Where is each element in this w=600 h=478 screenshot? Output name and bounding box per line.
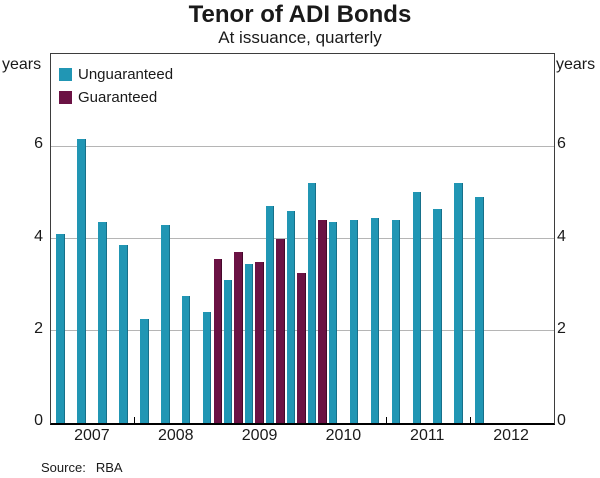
- bar-unguaranteed-2010Q4: [370, 217, 380, 423]
- bar-unguaranteed-2007Q4: [119, 245, 128, 423]
- bar-unguaranteed-2012Q1: [475, 197, 484, 423]
- y-tick-label-left-0: 0: [34, 412, 43, 429]
- y-tick-label-right-2: 2: [557, 319, 566, 337]
- bar-guaranteed-2009Q4: [297, 273, 306, 423]
- bar-unguaranteed-2008Q2: [161, 224, 170, 423]
- bar-unguaranteed-2011Q2: [412, 192, 422, 423]
- plot-area: Unguaranteed Guaranteed: [50, 53, 555, 425]
- y-axis-unit-left: years: [2, 56, 42, 73]
- source-value: RBA: [95, 460, 123, 475]
- year-boundary-tick: [469, 417, 471, 423]
- gridline-4: [51, 238, 554, 239]
- x-tick-label-2009: 2009: [241, 427, 278, 444]
- x-tick-label-2012: 2012: [493, 427, 529, 444]
- x-tick-label-2011: 2011: [410, 427, 445, 444]
- bar-unguaranteed-2011Q1: [391, 220, 401, 423]
- y-tick-label-left-2: 2: [34, 319, 43, 337]
- y-axis-unit-right: years: [556, 56, 596, 73]
- y-tick-label-left-6: 6: [34, 135, 43, 153]
- year-boundary-tick: [134, 417, 136, 423]
- source-note: Source: RBA: [41, 460, 123, 475]
- bar-guaranteed-2009Q3: [276, 238, 285, 423]
- bar-unguaranteed-2007Q2: [77, 139, 86, 423]
- bar-unguaranteed-2010Q2: [328, 222, 338, 423]
- bar-unguaranteed-2009Q1: [223, 280, 233, 423]
- gridline-6: [51, 145, 554, 147]
- guaranteed-swatch-icon: [59, 91, 72, 104]
- year-boundary-tick: [385, 417, 387, 423]
- bar-unguaranteed-2008Q3: [181, 296, 191, 423]
- x-tick-label-2010: 2010: [325, 427, 362, 444]
- bar-guaranteed-2009Q1: [234, 252, 243, 423]
- bar-guaranteed-2008Q4: [213, 259, 223, 423]
- source-label: Source:: [41, 460, 86, 475]
- legend-item-guaranteed: Guaranteed: [59, 86, 173, 109]
- y-tick-label-left-4: 4: [34, 227, 43, 245]
- bar-unguaranteed-2010Q1: [307, 183, 317, 423]
- bar-unguaranteed-2008Q1: [140, 319, 149, 423]
- bar-unguaranteed-2009Q4: [286, 210, 296, 423]
- bar-guaranteed-2009Q2: [255, 261, 264, 423]
- bar-unguaranteed-2008Q4: [202, 312, 212, 423]
- bar-unguaranteed-2007Q1: [56, 233, 65, 423]
- y-tick-label-right-4: 4: [557, 227, 566, 245]
- y-tick-label-right-0: 0: [557, 412, 566, 429]
- bar-unguaranteed-2009Q3: [265, 206, 275, 423]
- y-tick-label-right-6: 6: [557, 135, 566, 153]
- bar-unguaranteed-2009Q2: [244, 263, 254, 423]
- x-tick-label-2008: 2008: [157, 427, 194, 444]
- legend-label-unguaranteed: Unguaranteed: [78, 66, 174, 83]
- unguaranteed-swatch-icon: [59, 68, 72, 81]
- chart-title: Tenor of ADI Bonds: [188, 1, 412, 28]
- chart-subtitle: At issuance, quarterly: [218, 28, 382, 47]
- bar-unguaranteed-2007Q3: [98, 222, 107, 423]
- legend: Unguaranteed Guaranteed: [59, 63, 173, 109]
- bar-unguaranteed-2011Q3: [433, 208, 442, 423]
- x-tick-label-2007: 2007: [74, 427, 110, 444]
- bar-unguaranteed-2011Q4: [454, 183, 463, 423]
- bar-guaranteed-2010Q1: [318, 220, 327, 423]
- bar-unguaranteed-2010Q3: [349, 220, 359, 423]
- legend-label-guaranteed: Guaranteed: [78, 89, 158, 106]
- legend-item-unguaranteed: Unguaranteed: [59, 63, 173, 86]
